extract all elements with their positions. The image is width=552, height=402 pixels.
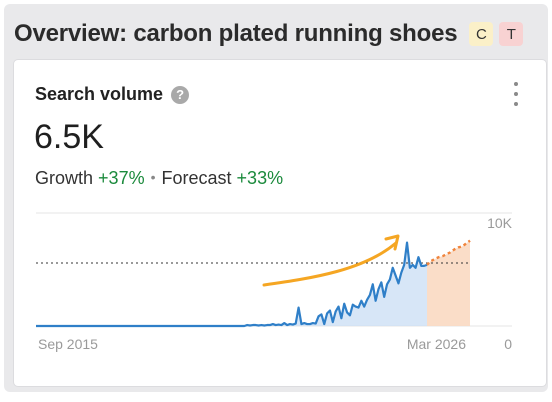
forecast-label: Forecast — [161, 168, 232, 188]
x-tick-start: Sep 2015 — [38, 336, 98, 352]
y-tick-max: 10K — [487, 215, 513, 231]
history-series-line — [36, 241, 428, 328]
growth-forecast-line: Growth +37% • Forecast +33% — [35, 168, 283, 189]
trend-arrow-icon — [262, 241, 398, 287]
forecast-area-fill — [427, 240, 470, 326]
badge-c[interactable]: C — [469, 22, 494, 46]
question-circle-icon[interactable]: ? — [171, 85, 190, 104]
search-volume-value: 6.5K — [34, 118, 104, 156]
overview-header: Overview: carbon plated running shoes C … — [14, 14, 538, 54]
card-title: Search volume ? — [35, 84, 190, 105]
growth-label: Growth — [35, 168, 94, 188]
y-tick-zero: 0 — [504, 336, 512, 352]
kebab-menu-icon[interactable] — [512, 82, 520, 106]
trend-arrowhead-icon — [384, 234, 400, 251]
x-tick-end: Mar 2026 — [407, 336, 466, 352]
overview-panel: Overview: carbon plated running shoes C … — [4, 4, 548, 392]
history-area-fill — [241, 242, 427, 326]
growth-value: +37% — [98, 168, 145, 188]
page-title: Overview: carbon plated running shoes — [14, 20, 458, 47]
search-volume-chart: Sep 2015 Mar 2026 10K 0 — [36, 212, 513, 352]
forecast-value: +33% — [236, 168, 284, 188]
card-title-text: Search volume — [35, 84, 164, 104]
badge-t[interactable]: T — [499, 22, 524, 46]
separator-dot: • — [150, 169, 156, 185]
forecast-series-line — [426, 239, 471, 266]
search-volume-card: Search volume ? 6.5K Growth +37% • Forecas… — [14, 60, 546, 386]
